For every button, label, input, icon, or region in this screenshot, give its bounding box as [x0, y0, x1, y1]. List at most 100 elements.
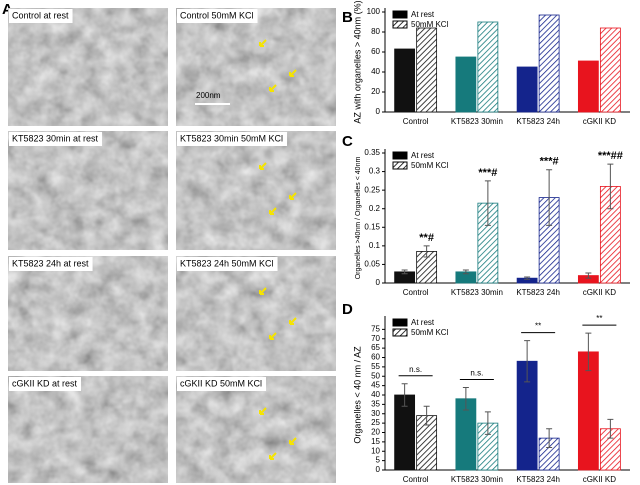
y-tick-label: 0.3 [369, 167, 381, 176]
arrow [269, 332, 277, 340]
error-bar [585, 272, 592, 279]
x-tick-label: KT5823 30min [451, 475, 503, 484]
arrow [269, 84, 277, 92]
micrograph-label: KT5823 24h at rest [12, 258, 89, 268]
arrow [289, 437, 297, 445]
label-background [177, 377, 267, 391]
arrow [259, 287, 267, 295]
arrow [269, 452, 277, 460]
x-tick-label: KT5823 30min [451, 117, 503, 126]
bar [516, 66, 538, 113]
y-tick-label: 25 [371, 418, 380, 427]
arrow [259, 162, 267, 170]
micrograph [8, 131, 168, 250]
y-axis-label: Organelles >40nm / Organelles < 40nm [355, 157, 362, 280]
arrow [269, 207, 277, 215]
x-tick-label: Control [403, 475, 429, 484]
legend-swatch [392, 161, 408, 170]
y-tick-label: 60 [371, 353, 380, 362]
arrow [289, 317, 297, 325]
label-background [177, 132, 288, 146]
x-tick-label: KT5823 24h [516, 475, 560, 484]
micrograph-label: cGKII KD 50mM KCl [180, 378, 262, 388]
annotation: n.s. [470, 369, 483, 378]
label-background [9, 9, 73, 23]
error-bar [484, 411, 491, 435]
annotation: **# [419, 232, 434, 244]
legend-swatch [392, 318, 408, 327]
x-tick-label: KT5823 24h [516, 117, 560, 126]
micrograph-label: KT5823 30min at rest [12, 133, 99, 143]
legend-label: At rest [411, 151, 435, 160]
micrograph-label: KT5823 24h 50mM KCl [180, 258, 274, 268]
arrow [259, 407, 267, 415]
label-background [9, 132, 103, 146]
label-background [9, 377, 82, 391]
x-tick-label: cGKII KD [583, 117, 617, 126]
micrograph [8, 256, 168, 371]
y-tick-label: 0.1 [369, 241, 381, 250]
error-bar [423, 245, 430, 258]
error-bar [462, 269, 469, 275]
annotation: ** [535, 322, 541, 331]
legend-label: 50mM KCl [411, 20, 449, 29]
error-bar [524, 340, 531, 383]
y-tick-label: 35 [371, 399, 380, 408]
error-bar [585, 332, 592, 372]
y-tick-label: 50 [371, 371, 380, 380]
error-bar [524, 276, 531, 280]
annotation: ** [596, 314, 602, 323]
legend-swatch [392, 328, 408, 337]
arrow [259, 39, 267, 47]
micrograph-label: Control 50mM KCl [180, 10, 254, 20]
annotation: n.s. [409, 365, 422, 374]
micrograph [176, 256, 336, 371]
label-background [177, 257, 278, 271]
error-bar [607, 418, 614, 439]
error-bar [401, 383, 408, 407]
legend-swatch [392, 20, 408, 29]
micrograph-label: KT5823 30min 50mM KCl [180, 133, 283, 143]
legend-label: 50mM KCl [411, 161, 449, 170]
error-bar [546, 428, 553, 448]
legend-label: At rest [411, 10, 435, 19]
error-bar [607, 163, 614, 210]
label-background [177, 9, 258, 23]
y-tick-label: 20 [371, 428, 380, 437]
x-tick-label: cGKII KD [583, 475, 617, 484]
y-tick-label: 40 [371, 67, 380, 76]
bar [538, 14, 560, 113]
y-tick-label: 70 [371, 334, 380, 343]
y-tick-label: 10 [371, 446, 380, 455]
bar [577, 60, 599, 113]
bar [599, 27, 621, 113]
y-axis-label: AZ with organelles > 40nm (%) [352, 0, 362, 123]
micrograph [8, 376, 168, 483]
bar [416, 27, 438, 113]
y-tick-label: 0 [376, 107, 381, 116]
error-bar [423, 405, 430, 426]
y-tick-label: 60 [371, 47, 380, 56]
x-tick-label: Control [403, 288, 429, 297]
micrograph [176, 376, 336, 483]
y-tick-label: 0 [376, 278, 381, 287]
error-bar [401, 269, 408, 275]
error-bar [546, 169, 553, 226]
panel-label: D [342, 301, 353, 318]
x-tick-label: Control [403, 117, 429, 126]
y-tick-label: 40 [371, 390, 380, 399]
y-tick-label: 45 [371, 381, 380, 390]
y-tick-label: 0.2 [369, 204, 381, 213]
x-tick-label: KT5823 30min [451, 288, 503, 297]
y-tick-label: 0.15 [364, 222, 380, 231]
y-tick-label: 55 [371, 362, 380, 371]
y-tick-label: 15 [371, 437, 380, 446]
label-background [9, 257, 93, 271]
y-tick-label: 80 [371, 27, 380, 36]
y-tick-label: 0.05 [364, 260, 380, 269]
legend-swatch [392, 10, 408, 19]
micrograph [8, 8, 168, 126]
y-tick-label: 20 [371, 87, 380, 96]
